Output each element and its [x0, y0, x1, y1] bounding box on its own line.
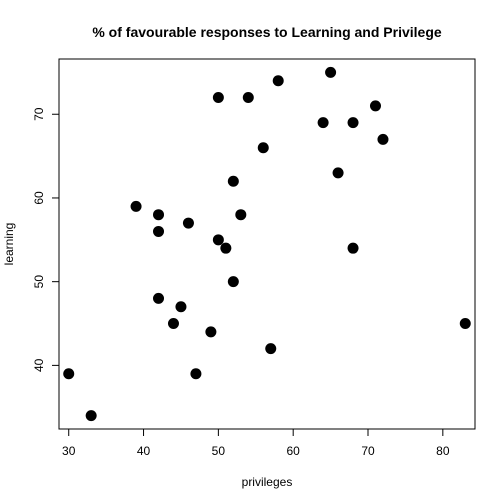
x-axis: 30 40 50 60 70 80 [62, 428, 450, 458]
data-point [265, 343, 277, 355]
data-points [63, 66, 471, 422]
data-point [347, 242, 359, 254]
x-tick-label: 80 [436, 444, 450, 458]
x-tick-label: 30 [62, 444, 76, 458]
y-axis-label: learning [2, 223, 16, 266]
data-point [85, 410, 97, 422]
data-point [153, 292, 165, 304]
x-tick-label: 70 [361, 444, 375, 458]
y-axis: 40 50 60 70 [32, 107, 60, 372]
data-point [153, 209, 165, 221]
data-point [459, 318, 471, 330]
data-point [227, 175, 239, 187]
data-point [190, 368, 202, 380]
data-point [325, 66, 337, 78]
data-point [227, 276, 239, 288]
data-point [272, 75, 284, 87]
x-tick-label: 50 [212, 444, 226, 458]
data-point [212, 92, 224, 104]
data-point [242, 92, 254, 104]
data-point [130, 200, 142, 212]
data-point [205, 326, 217, 338]
data-point [182, 217, 194, 229]
chart-title: % of favourable responses to Learning an… [92, 24, 442, 40]
y-tick-label: 60 [32, 191, 46, 205]
x-axis-label: privileges [242, 475, 293, 489]
data-point [153, 225, 165, 237]
data-point [63, 368, 75, 380]
x-tick-label: 60 [287, 444, 301, 458]
data-point [167, 318, 179, 330]
data-point [175, 301, 187, 313]
data-point [369, 100, 381, 112]
data-point [220, 242, 232, 254]
data-point [332, 167, 344, 179]
data-point [377, 133, 389, 145]
y-tick-label: 40 [32, 358, 46, 372]
data-point [212, 234, 224, 246]
data-point [257, 142, 269, 154]
plot-frame [58, 58, 476, 430]
data-point [235, 209, 247, 221]
data-point [317, 117, 329, 129]
x-tick-label: 40 [137, 444, 151, 458]
data-point [347, 117, 359, 129]
y-tick-label: 70 [32, 107, 46, 121]
y-tick-label: 50 [32, 275, 46, 289]
